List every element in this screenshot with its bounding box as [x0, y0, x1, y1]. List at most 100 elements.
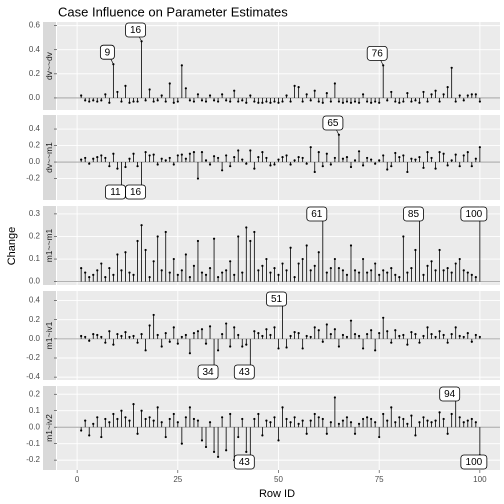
lollipop-point: [386, 168, 389, 171]
lollipop-point: [160, 345, 163, 348]
point-label: 43: [239, 367, 251, 378]
lollipop-point: [176, 421, 179, 424]
lollipop-point: [104, 156, 107, 160]
lollipop-point: [261, 101, 264, 104]
lollipop-point: [366, 271, 369, 274]
lollipop-point: [446, 85, 449, 89]
lollipop-point: [329, 421, 332, 424]
lollipop-point: [349, 244, 353, 247]
lollipop-point: [132, 152, 135, 155]
lollipop-point: [108, 165, 111, 168]
lollipop-point: [370, 417, 373, 421]
point-label: 76: [372, 49, 384, 60]
y-tick-label: 0.0: [29, 334, 41, 343]
lollipop-point: [156, 406, 159, 409]
lollipop-point: [317, 151, 320, 154]
lollipop-point: [164, 100, 167, 103]
lollipop-point: [208, 94, 212, 97]
lollipop-point: [382, 154, 385, 157]
lollipop-point: [229, 100, 232, 103]
x-tick-label: 100: [473, 475, 487, 484]
lollipop-point: [120, 409, 123, 412]
lollipop-point: [92, 422, 95, 425]
lollipop-point: [285, 417, 288, 421]
lollipop-point: [144, 349, 147, 352]
lollipop-point: [450, 66, 453, 69]
lollipop-point: [462, 421, 465, 424]
lollipop-point: [470, 417, 473, 421]
lollipop-point: [398, 155, 401, 159]
lollipop-point: [386, 271, 389, 274]
lollipop-point: [313, 89, 316, 92]
lollipop-point: [438, 411, 441, 414]
lollipop-point: [144, 248, 147, 252]
lollipop-point: [321, 340, 324, 343]
lollipop-point: [321, 417, 324, 421]
lollipop-point: [305, 432, 308, 435]
lollipop-point: [192, 332, 196, 335]
lollipop-point: [212, 237, 216, 240]
lollipop-point: [88, 276, 91, 279]
lollipop-point: [152, 313, 155, 317]
lollipop-point: [370, 101, 373, 104]
lollipop-point: [180, 442, 183, 445]
lollipop-point: [402, 417, 405, 421]
lollipop-point: [221, 169, 224, 172]
lollipop-point: [269, 271, 272, 274]
strip-label: m1~iv2: [44, 414, 54, 442]
lollipop-point: [132, 100, 135, 103]
label-box: [125, 22, 146, 38]
lollipop-point: [478, 335, 481, 339]
lollipop-point: [176, 342, 179, 345]
lollipop-point: [394, 329, 397, 332]
lollipop-point: [168, 82, 171, 85]
lollipop-point: [116, 167, 119, 170]
lollipop-point: [353, 332, 357, 336]
lollipop-point: [394, 151, 397, 155]
lollipop-point: [466, 419, 469, 422]
lollipop-point: [120, 100, 123, 103]
lollipop-point: [329, 266, 332, 270]
lollipop-point: [180, 335, 183, 339]
lollipop-point: [221, 416, 224, 419]
lollipop-point: [293, 276, 296, 279]
lollipop-point: [172, 257, 175, 261]
lollipop-point: [152, 419, 155, 422]
lollipop-point: [293, 416, 296, 419]
lollipop-point: [398, 334, 401, 338]
lollipop-point: [192, 100, 196, 103]
lollipop-point: [402, 235, 405, 238]
lollipop-point: [474, 276, 477, 279]
lollipop-point: [438, 100, 441, 103]
lollipop-point: [124, 416, 127, 419]
lollipop-point: [216, 100, 220, 103]
lollipop-point: [160, 94, 163, 97]
lollipop-point: [112, 412, 115, 416]
lollipop-point: [361, 164, 365, 167]
lollipop-point: [208, 421, 212, 424]
lollipop-point: [204, 159, 208, 162]
lollipop-point: [466, 271, 469, 274]
point-label: 94: [444, 389, 456, 400]
lollipop-point: [442, 333, 445, 337]
lollipop-point: [184, 157, 187, 160]
lollipop-point: [96, 155, 99, 159]
label-box: [233, 364, 255, 380]
lollipop-point: [422, 273, 425, 276]
lollipop-point: [277, 439, 280, 442]
lollipop-point: [422, 334, 425, 338]
lollipop-point: [438, 330, 441, 333]
lollipop-point: [289, 421, 292, 424]
lollipop-point: [293, 159, 296, 162]
lollipop-point: [454, 326, 457, 329]
lollipop-point: [382, 269, 385, 272]
lollipop-point: [160, 269, 163, 272]
lollipop-point: [204, 100, 208, 103]
lollipop-point: [257, 412, 260, 416]
point-label: 16: [130, 187, 142, 198]
lollipop-point: [370, 158, 373, 161]
lollipop-point: [406, 422, 409, 425]
lollipop-point: [176, 100, 179, 103]
point-label: 34: [203, 367, 215, 378]
lollipop-point: [128, 157, 131, 160]
